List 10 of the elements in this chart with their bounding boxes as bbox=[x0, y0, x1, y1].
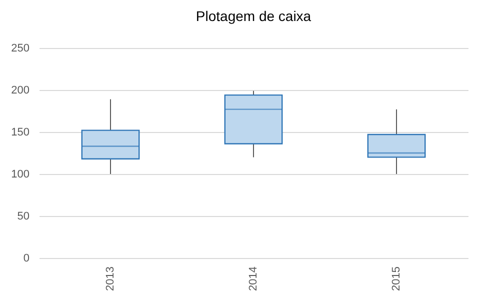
x-tick-label: 2013 bbox=[104, 266, 116, 291]
y-tick-label: 100 bbox=[11, 168, 30, 180]
y-tick-label: 200 bbox=[11, 84, 30, 96]
x-tick-label: 2014 bbox=[248, 266, 260, 291]
y-tick-label: 250 bbox=[11, 42, 30, 54]
y-tick-label: 0 bbox=[23, 252, 30, 264]
x-tick-label: 2015 bbox=[390, 266, 402, 291]
y-tick-label: 50 bbox=[17, 210, 30, 222]
y-tick-label: 150 bbox=[11, 126, 30, 138]
chart-title: Plotagem de caixa bbox=[196, 8, 312, 24]
